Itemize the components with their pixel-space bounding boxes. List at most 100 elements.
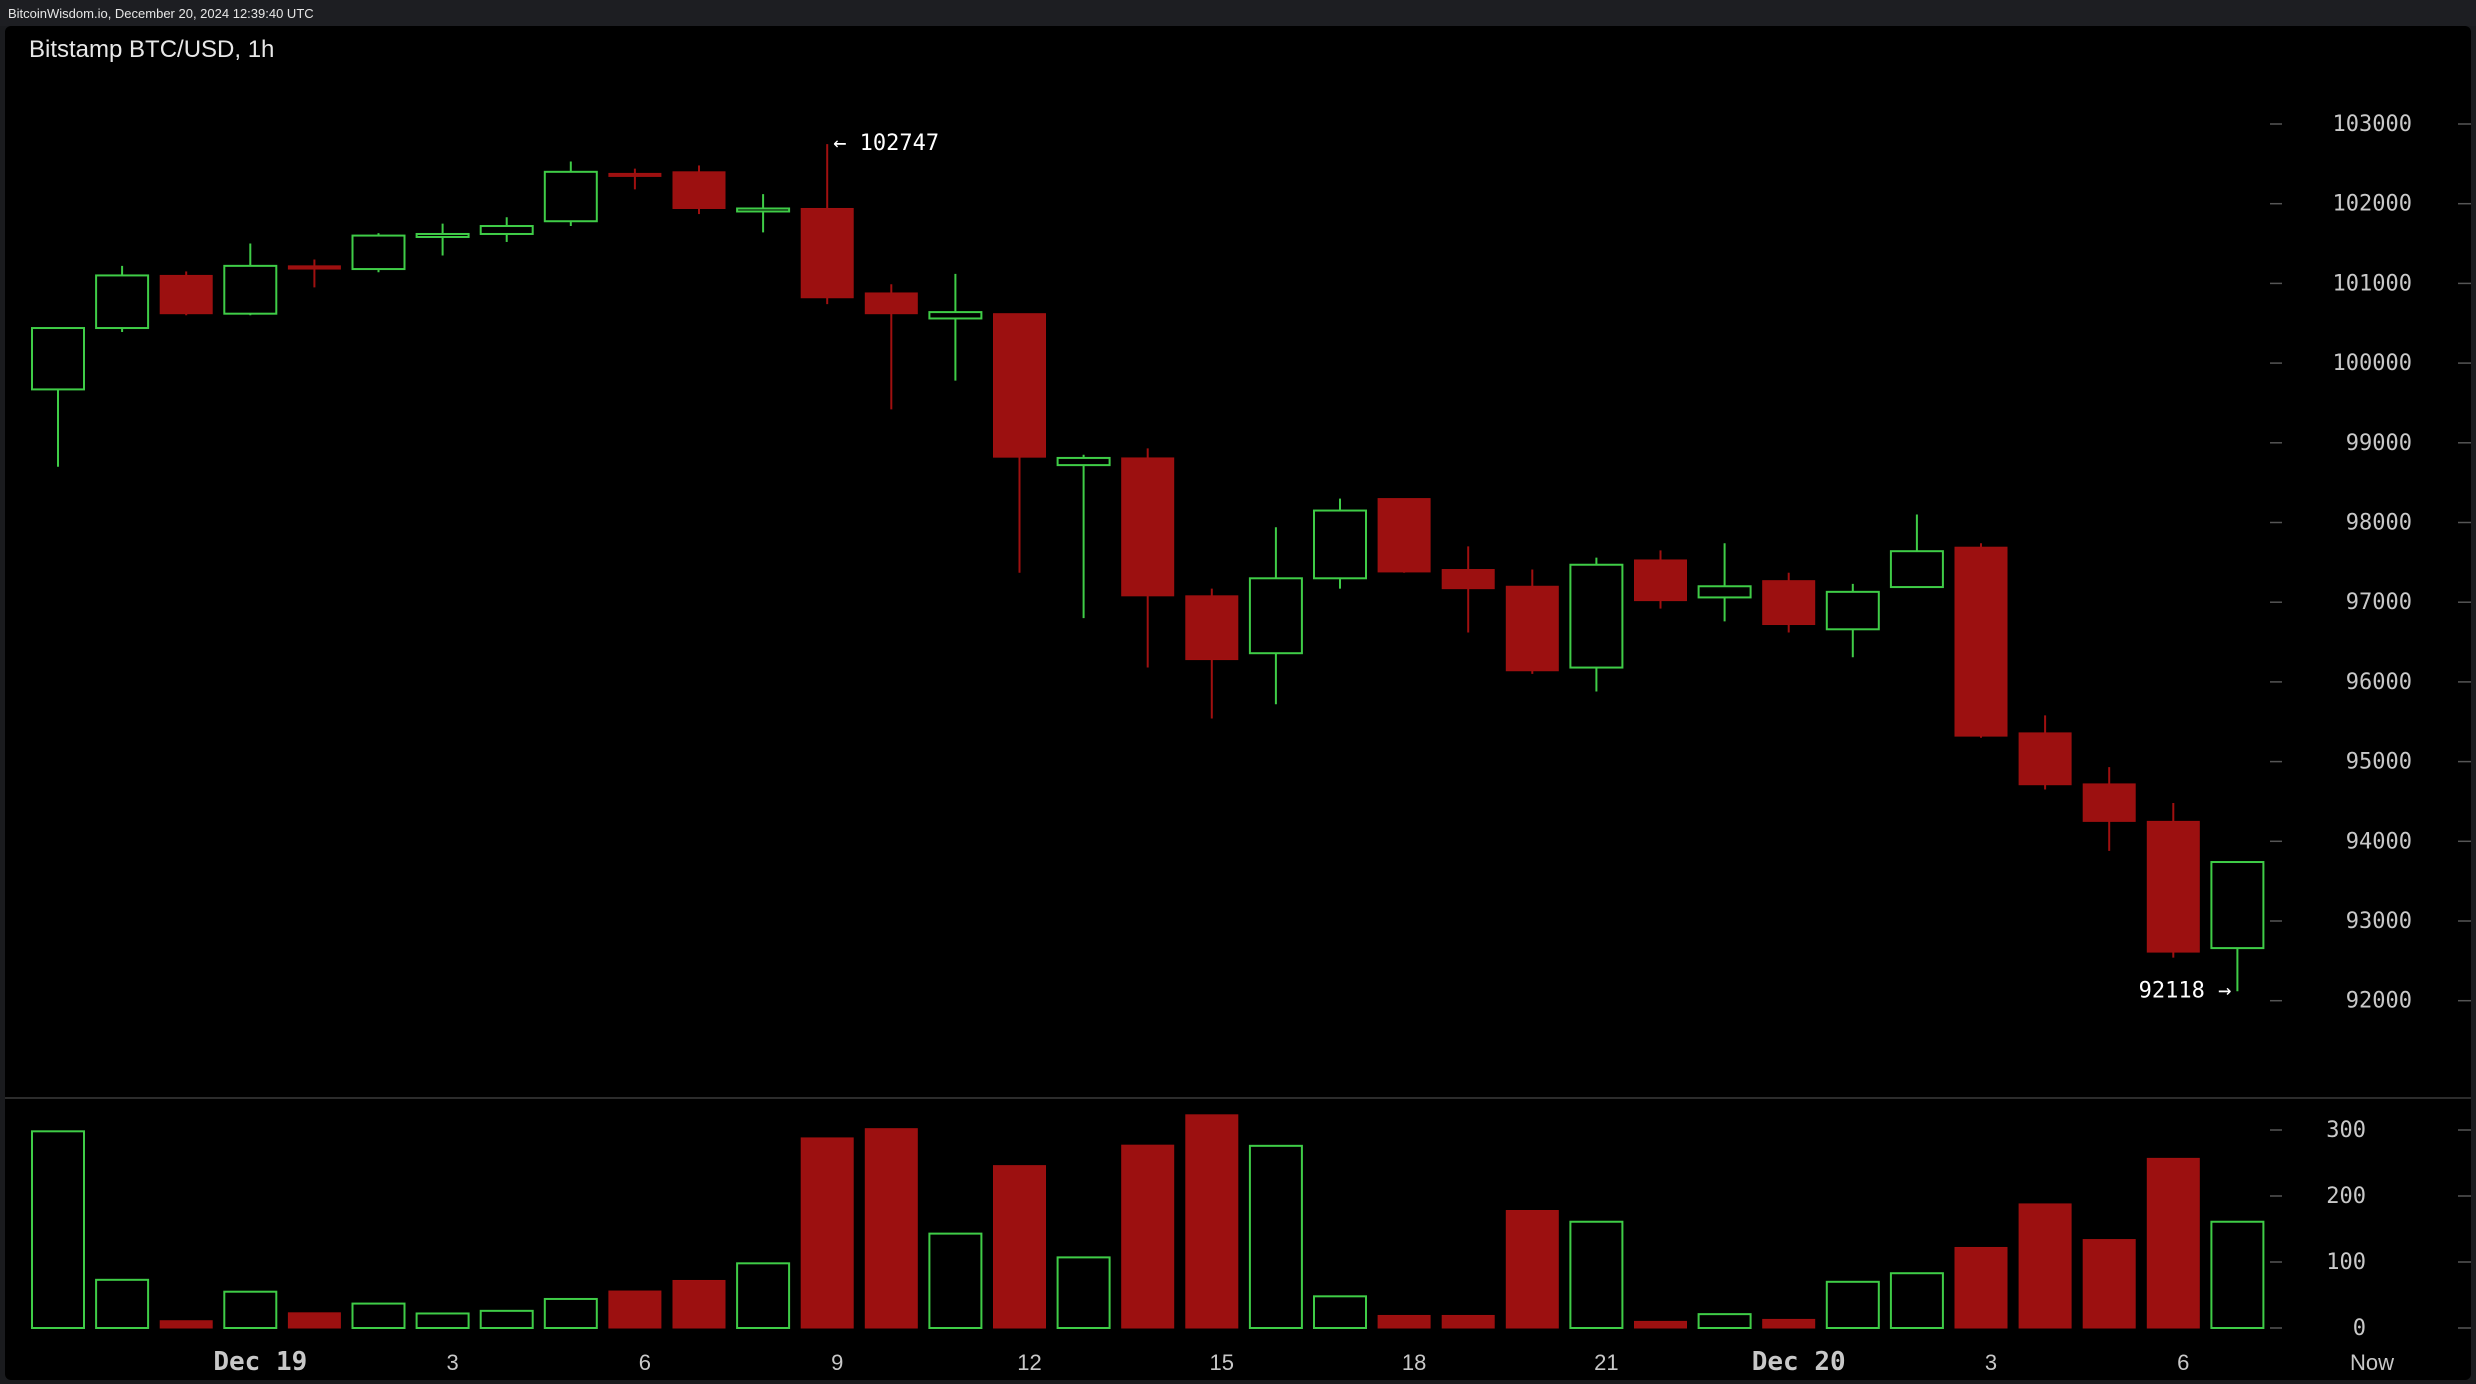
volume-bar-down: [864, 1128, 918, 1329]
volume-bar-up: [1248, 1144, 1303, 1329]
price-tick-label: 102000: [2333, 192, 2412, 217]
candle-body-down: [864, 292, 918, 315]
candle-body-down: [993, 313, 1046, 458]
price-tick-label: 96000: [2346, 670, 2412, 695]
candles-group: [31, 144, 2265, 992]
candle-body-up: [1056, 456, 1111, 467]
high-price-annotation: ← 102747: [833, 131, 939, 156]
price-tick-label: 101000: [2333, 271, 2412, 296]
volume-bar-up: [351, 1302, 406, 1329]
volume-bar-up: [31, 1130, 85, 1329]
time-tick-label: Dec 20: [1752, 1347, 1846, 1377]
candle-body-up: [2210, 861, 2265, 950]
candle-body-up: [1248, 577, 1303, 655]
volume-tick-label: 200: [2326, 1184, 2366, 1209]
volume-tick-label: 100: [2326, 1250, 2366, 1275]
candle-body-down: [800, 207, 854, 299]
volume-bar-up: [415, 1312, 470, 1329]
volume-bar-down: [2082, 1239, 2136, 1329]
time-tick-label: 3: [446, 1350, 458, 1375]
time-tick-label: Dec 19: [213, 1347, 307, 1377]
candle-body-up: [95, 274, 150, 330]
candle-body-down: [159, 274, 213, 315]
price-tick-label: 99000: [2346, 431, 2412, 456]
candle-body-down: [1185, 595, 1239, 661]
candle-body-down: [287, 265, 341, 270]
volume-bar-down: [608, 1290, 662, 1329]
volume-bar-up: [736, 1262, 791, 1329]
time-tick-label: 3: [1985, 1350, 1997, 1375]
volume-bar-down: [159, 1320, 213, 1329]
volume-bar-down: [2018, 1203, 2072, 1329]
candle-body-down: [1762, 580, 1816, 626]
volume-bar-up: [1889, 1272, 1944, 1329]
time-tick-label: Now: [2350, 1350, 2394, 1375]
volume-bar-down: [1505, 1210, 1559, 1329]
candle-body-up: [223, 264, 278, 315]
candle-body-up: [736, 207, 791, 213]
time-tick-label: 12: [1017, 1350, 1041, 1375]
volume-bar-down: [1121, 1144, 1175, 1329]
price-axis: 103000 102000 101000 100000 99000 98000 97000 9…: [2270, 112, 2471, 1014]
candle-body-down: [1441, 569, 1495, 590]
header-bar: BitcoinWisdom.io, December 20, 2024 12:3…: [0, 0, 2476, 26]
candle-body-up: [415, 232, 470, 238]
volume-tick-label: 300: [2326, 1118, 2366, 1143]
candle-body-up: [543, 170, 598, 223]
volume-bar-down: [2146, 1157, 2200, 1329]
annotations-group: ← 102747 92118 →: [833, 131, 2231, 1003]
candle-body-down: [1634, 559, 1687, 602]
volume-bar-up: [479, 1309, 534, 1329]
candle-body-down: [608, 172, 662, 177]
chart-title: Bitstamp BTC/USD, 1h: [29, 36, 275, 63]
volume-bar-down: [1762, 1318, 1816, 1329]
volume-bars-group: [31, 1114, 2265, 1330]
time-tick-label: 6: [639, 1350, 651, 1375]
candle-body-down: [2146, 820, 2200, 953]
candle-body-down: [1954, 546, 2008, 737]
candle-body-up: [479, 225, 534, 235]
volume-axis: 300 200 100 0: [2270, 1118, 2471, 1341]
candle-body-up: [1825, 590, 1880, 631]
candle-body-down: [1505, 585, 1559, 672]
volume-bar-down: [287, 1312, 341, 1329]
volume-bar-up: [1056, 1256, 1111, 1330]
candle-body-down: [672, 171, 726, 209]
price-tick-label: 98000: [2346, 511, 2412, 536]
price-tick-label: 103000: [2333, 112, 2412, 137]
volume-bar-down: [800, 1137, 854, 1329]
price-tick-label: 93000: [2346, 909, 2412, 934]
price-tick-label: 95000: [2346, 750, 2412, 775]
candle-body-up: [351, 234, 406, 271]
time-tick-label: 21: [1594, 1350, 1618, 1375]
price-tick-label: 92000: [2346, 989, 2412, 1014]
candle-body-up: [31, 327, 85, 391]
volume-bar-down: [1441, 1314, 1495, 1329]
volume-bar-up: [223, 1290, 278, 1329]
time-tick-label: 9: [831, 1350, 843, 1375]
candle-body-up: [1313, 509, 1367, 580]
candle-body-down: [1121, 457, 1175, 597]
low-price-annotation: 92118 →: [2139, 978, 2232, 1003]
price-tick-label: 97000: [2346, 590, 2412, 615]
price-tick-label: 100000: [2333, 351, 2412, 376]
volume-bar-down: [1954, 1246, 2008, 1329]
time-axis: Dec 19 3 6 9 12 15 18 21 Dec 20 3 6 Now: [213, 1347, 2394, 1377]
candle-body-down: [1377, 498, 1431, 573]
price-tick-label: 94000: [2346, 829, 2412, 854]
candle-body-up: [928, 311, 983, 320]
volume-bar-up: [1825, 1280, 1880, 1330]
candle-body-up: [1889, 550, 1944, 589]
volume-bar-down: [993, 1165, 1046, 1329]
volume-bar-up: [2210, 1220, 2265, 1329]
candle-body-down: [2018, 732, 2072, 786]
volume-bar-up: [543, 1297, 598, 1329]
volume-bar-down: [1185, 1114, 1239, 1329]
volume-bar-up: [928, 1232, 983, 1329]
time-tick-label: 15: [1210, 1350, 1234, 1375]
volume-bar-up: [1569, 1220, 1624, 1329]
time-tick-label: 18: [1402, 1350, 1426, 1375]
volume-tick-label: 0: [2353, 1316, 2366, 1341]
volume-bar-down: [672, 1279, 726, 1329]
